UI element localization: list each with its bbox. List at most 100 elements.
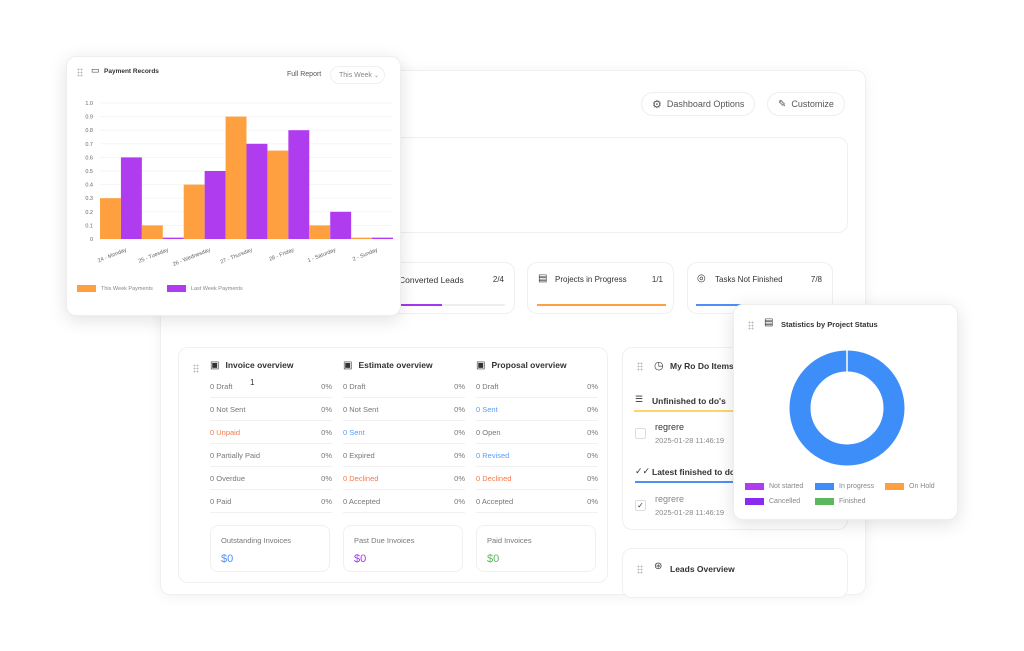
legend-last-week[interactable]: Last Week Payments	[166, 285, 243, 292]
tasks-icon: ◎	[697, 273, 706, 284]
x-tick-label: 28 - Friday	[268, 247, 295, 263]
bar-last-week	[330, 211, 352, 239]
status-percent: 0%	[587, 404, 598, 414]
legend-swatch	[815, 498, 834, 505]
drag-handle-icon[interactable]	[77, 68, 83, 77]
x-tick-label: 2 - Sunday	[352, 247, 379, 263]
x-tick-label: 24 - Monday	[97, 247, 128, 264]
status-label: 0 Draft	[476, 381, 499, 391]
period-select[interactable]: This Week ⌄	[330, 66, 385, 84]
drag-handle-icon[interactable]	[193, 364, 199, 373]
x-tick-label: 26 - Wednesday	[172, 247, 212, 268]
y-tick-label: 0.3	[85, 196, 93, 202]
y-tick-label: 0.8	[85, 128, 93, 134]
donut-chart	[789, 350, 905, 466]
status-percent: 0%	[587, 450, 598, 460]
todo-item-text: regrere	[655, 422, 685, 432]
customize-label: Customize	[791, 99, 834, 109]
y-tick-label: 0.6	[85, 155, 93, 161]
status-row[interactable]: 0 Not Sent 0%	[210, 398, 332, 421]
status-row[interactable]: 0 Sent 0%	[476, 398, 598, 421]
payment-records-card: ▭ Payment Records Full Report This Week …	[66, 56, 401, 316]
todo-checkbox-checked[interactable]: ✓	[635, 500, 646, 511]
legend-item[interactable]: Not started	[745, 483, 815, 490]
y-tick-label: 0.2	[85, 210, 93, 216]
pencil-icon: ✎	[778, 98, 787, 110]
bar-last-week	[288, 130, 310, 239]
status-label: 0 Draft	[210, 381, 233, 391]
x-tick-label: 25 - Tuesday	[138, 247, 170, 265]
status-row[interactable]: 0 Draft 0%	[343, 375, 465, 398]
drag-handle-icon[interactable]	[637, 565, 643, 574]
bar-this-week	[183, 184, 205, 239]
status-label: 0 Sent	[343, 427, 365, 437]
status-percent: 0%	[454, 381, 465, 391]
status-row[interactable]: 0 Unpaid 0%	[210, 421, 332, 444]
status-row[interactable]: 0 Declined 0%	[476, 467, 598, 490]
status-row[interactable]: 0 Overdue 0%	[210, 467, 332, 490]
customize-button[interactable]: ✎ Customize	[767, 92, 845, 116]
status-row[interactable]: 0 Expired 0%	[343, 444, 465, 467]
x-tick-label: 1 - Saturday	[307, 247, 337, 264]
status-percent: 0%	[587, 427, 598, 437]
status-percent: 0%	[587, 473, 598, 483]
overview-column: ▣ Proposal overview 0 Draft 0% 0 Sent 0% 0 Ope…	[476, 358, 598, 513]
status-row[interactable]: 0 Not Sent 0%	[343, 398, 465, 421]
legend-label: This Week Payments	[101, 285, 153, 292]
y-tick-label: 0.7	[85, 142, 93, 148]
donut-slice-in-progress[interactable]	[789, 350, 905, 466]
legend-item[interactable]: Finished	[815, 498, 885, 505]
bar-last-week	[162, 237, 184, 239]
todo-item-date: 2025-01-28 11:46:19	[655, 436, 725, 445]
status-percent: 0%	[587, 496, 598, 506]
status-label: 0 Open	[476, 427, 501, 437]
stat-card-projects: ▤ Projects in Progress 1/1	[527, 262, 674, 314]
todo-item-date: 2025-01-28 11:46:19	[655, 508, 725, 517]
status-label: 0 Expired	[343, 450, 375, 460]
legend-item[interactable]: On Hold	[885, 483, 945, 490]
status-row[interactable]: 0 Accepted 0%	[343, 490, 465, 513]
status-percent: 0%	[454, 404, 465, 414]
status-percent: 0%	[454, 473, 465, 483]
legend-item[interactable]: Cancelled	[745, 498, 815, 505]
status-row[interactable]: 0 Accepted 0%	[476, 490, 598, 513]
chart-title: Statistics by Project Status	[781, 320, 878, 329]
projects-icon: ▤	[764, 317, 774, 328]
unfinished-heading: Unfinished to do's	[652, 396, 726, 406]
legend-this-week[interactable]: This Week Payments	[77, 285, 153, 292]
finance-overview-card: 1 ▣ Invoice overview 0 Draft 0% 0 Not Sent 0%…	[178, 347, 608, 583]
status-row[interactable]: 0 Paid 0%	[210, 490, 332, 513]
y-tick-label: 0.9	[85, 115, 93, 121]
finished-heading: Latest finished to do's	[652, 467, 742, 477]
status-row[interactable]: 0 Sent 0%	[343, 421, 465, 444]
chart-title: Payment Records	[104, 68, 159, 75]
status-percent: 0%	[587, 381, 598, 391]
dashboard-options-button[interactable]: ⚙ Dashboard Options	[641, 92, 756, 116]
status-row[interactable]: 0 Draft 0%	[476, 375, 598, 398]
drag-handle-icon[interactable]	[637, 362, 643, 371]
column-title: Proposal overview	[491, 360, 567, 370]
bar-this-week	[225, 116, 247, 239]
todo-checkbox[interactable]	[635, 428, 646, 439]
status-label: 0 Declined	[476, 473, 512, 483]
drag-handle-icon[interactable]	[748, 321, 754, 330]
status-percent: 0%	[321, 450, 332, 460]
legend-swatch	[745, 498, 764, 505]
marker-text: 1	[250, 378, 255, 387]
summary-value: $0	[487, 553, 500, 565]
status-row[interactable]: 0 Declined 0%	[343, 467, 465, 490]
status-label: 0 Paid	[210, 496, 232, 506]
status-row[interactable]: 0 Draft 0%	[210, 375, 332, 398]
leads-icon: ⊛	[654, 561, 663, 572]
status-row[interactable]: 0 Revised 0%	[476, 444, 598, 467]
bar-this-week	[267, 150, 289, 239]
status-row[interactable]: 0 Open 0%	[476, 421, 598, 444]
full-report-link[interactable]: Full Report	[287, 71, 322, 78]
status-label: 0 Unpaid	[210, 427, 241, 437]
bar-last-week	[120, 157, 142, 239]
legend-item[interactable]: In progress	[815, 483, 885, 490]
status-row[interactable]: 0 Partially Paid 0%	[210, 444, 332, 467]
bar-last-week	[372, 237, 393, 239]
leads-title: Leads Overview	[670, 564, 735, 574]
bar-chart: 0 0.1 0.2 0.3 0.4 0.5 0.6 0.7 0.8 0.9 1.0 24 - Mond…	[85, 101, 393, 268]
